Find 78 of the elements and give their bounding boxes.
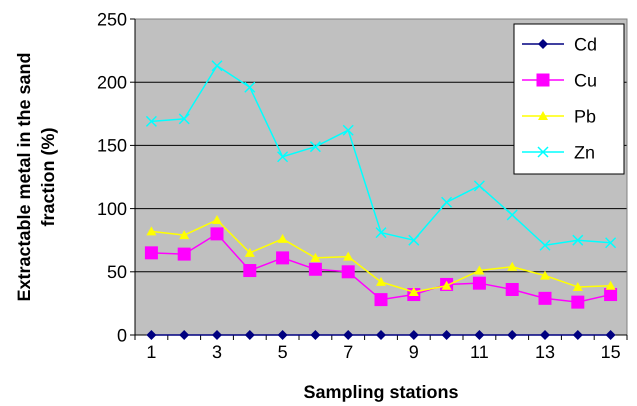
point	[374, 293, 388, 306]
x-tick-label: 13	[534, 342, 556, 362]
point	[507, 330, 518, 340]
x-tick-label: 5	[278, 342, 288, 362]
point	[278, 234, 288, 243]
point	[571, 296, 584, 309]
point	[308, 262, 322, 276]
point	[342, 265, 355, 278]
point	[178, 113, 190, 125]
point	[179, 330, 190, 340]
x-tick-label: 1	[146, 342, 156, 362]
point	[539, 240, 551, 252]
point	[440, 196, 452, 208]
point	[408, 287, 419, 296]
point	[375, 226, 387, 238]
x-tick-label: 3	[212, 342, 222, 362]
point	[244, 330, 255, 340]
point	[211, 60, 223, 72]
point	[474, 180, 486, 192]
point	[276, 251, 290, 264]
point	[474, 266, 484, 275]
point	[244, 82, 256, 94]
point	[210, 227, 224, 240]
point	[540, 330, 550, 340]
point	[604, 288, 618, 302]
point	[244, 248, 255, 257]
y-tick-label: 0	[116, 325, 127, 346]
point	[343, 330, 354, 340]
y-tick-label: 100	[96, 198, 127, 219]
point	[376, 276, 386, 286]
y-tick-label: 50	[106, 262, 127, 282]
point	[343, 252, 354, 261]
point	[442, 280, 452, 290]
point	[178, 248, 191, 261]
y-tick-label: 200	[96, 72, 127, 92]
point	[506, 282, 519, 296]
legend-label: Cu	[574, 70, 598, 90]
point	[507, 262, 518, 271]
point	[310, 140, 322, 152]
point	[179, 230, 190, 240]
point	[606, 330, 616, 340]
legend-label: Pb	[574, 106, 596, 126]
point	[604, 236, 616, 248]
x-tick-label: 11	[470, 342, 489, 362]
point	[472, 276, 486, 290]
point	[146, 330, 156, 340]
point	[572, 234, 584, 246]
point	[442, 330, 452, 340]
point	[408, 330, 419, 340]
point	[276, 151, 288, 163]
point	[310, 252, 320, 262]
point	[474, 330, 484, 340]
point	[278, 330, 288, 340]
x-tick-label: 7	[343, 342, 354, 362]
point	[146, 116, 158, 128]
point	[212, 330, 222, 340]
x-tick-label: 9	[408, 342, 419, 362]
legend-label: Zn	[574, 142, 596, 162]
point	[243, 264, 256, 278]
x-tick-label: 15	[600, 342, 621, 362]
y-tick-label: 150	[96, 136, 127, 156]
point	[540, 270, 550, 280]
point	[538, 292, 552, 305]
point	[572, 282, 583, 291]
x-axis-title: Sampling stations	[303, 382, 459, 402]
legend-label: Cd	[574, 34, 598, 54]
point	[144, 246, 158, 260]
y-tick-label: 250	[96, 9, 127, 30]
point	[606, 280, 616, 290]
point	[310, 330, 320, 340]
point	[408, 234, 420, 246]
point	[342, 124, 354, 136]
point	[572, 330, 583, 340]
y-axis-title: Extractable metal in the sand fraction (%)	[14, 52, 58, 302]
point	[506, 209, 518, 221]
point	[212, 214, 222, 224]
point	[376, 330, 386, 340]
point	[146, 226, 156, 236]
